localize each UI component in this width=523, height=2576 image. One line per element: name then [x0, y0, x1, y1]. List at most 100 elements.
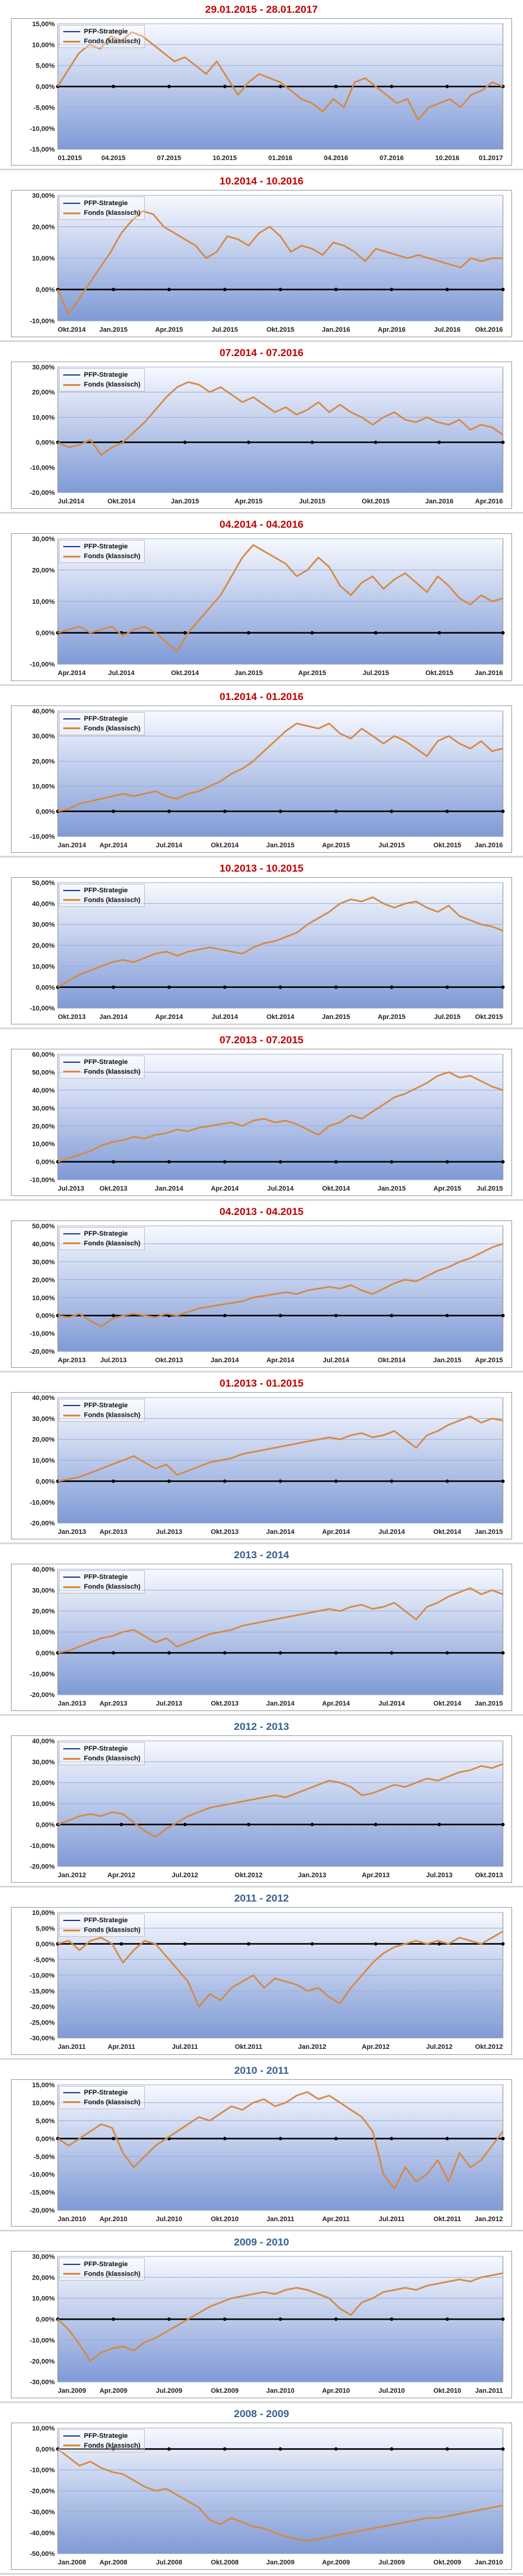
chart-frame: 15,00% 10,00% 5,00% 0,00% -5,00% -10,00% -15,0…	[11, 18, 512, 166]
panel-separator	[0, 1886, 523, 1888]
y-tick-label: 10,00%	[32, 1629, 55, 1636]
legend-label: PFP-Strategie	[84, 715, 128, 723]
x-tick-label: Okt.2014	[434, 1700, 462, 1707]
legend-swatch	[63, 31, 80, 32]
chart-frame: 10,00% 0,00% -10,00% -20,00% -30,00% -40,00% -…	[11, 2422, 512, 2570]
x-tick-label: Okt.2015	[266, 326, 294, 334]
x-tick-label: Okt.2014	[266, 1013, 295, 1021]
legend-swatch	[63, 1929, 80, 1931]
x-tick-label: Jan.2012	[58, 1872, 86, 1879]
x-tick-label: Jul.2009	[156, 2387, 182, 2395]
x-tick-label: Okt.2014	[378, 1357, 406, 1364]
chart-frame: 30,00% 20,00% 10,00% 0,00% -10,00% Apr.2014 Ju…	[11, 533, 512, 681]
chart-title: 01.2013 - 01.2015	[219, 1377, 303, 1389]
zero-line-marker	[167, 85, 171, 88]
x-tick-label: Jan.2016	[322, 326, 350, 334]
panel-separator	[0, 1714, 523, 1717]
legend-label: Fonds (klassisch)	[84, 1583, 140, 1591]
zero-line-marker	[334, 1479, 338, 1483]
zero-line-marker	[334, 2447, 338, 2451]
y-tick-label: 10,00%	[32, 2099, 55, 2107]
legend-entry: PFP-Strategie	[63, 1572, 140, 1582]
legend-label: Fonds (klassisch)	[84, 1927, 140, 1934]
legend-label: PFP-Strategie	[84, 1402, 128, 1409]
x-tick-label: 10.2016	[435, 155, 460, 162]
zero-line-marker	[223, 1160, 227, 1164]
legend-swatch	[63, 1586, 80, 1588]
legend-label: PFP-Strategie	[84, 2432, 128, 2440]
y-tick-label: -25,00%	[30, 2020, 55, 2027]
x-tick-label: 07.2015	[157, 155, 181, 162]
x-tick-label: Okt.2010	[211, 2216, 239, 2223]
y-tick-label: -15,00%	[30, 2189, 55, 2196]
y-tick-label: 10,00%	[32, 963, 55, 970]
plot-area	[57, 1054, 504, 1180]
y-tick-label: -50,00%	[30, 2550, 55, 2558]
x-tick-label: Okt.2011	[235, 2044, 262, 2051]
legend-label: Fonds (klassisch)	[84, 1068, 140, 1076]
legend-label: PFP-Strategie	[84, 1573, 128, 1581]
zero-line-marker	[223, 1479, 227, 1483]
line-chart: 40,00% 30,00% 20,00% 10,00% 0,00% -10,00% -20,…	[30, 1566, 505, 1707]
y-tick-label: -15,00%	[30, 146, 55, 153]
y-tick-label: -20,00%	[30, 489, 55, 497]
chart-title: 2008 - 2009	[234, 2407, 289, 2420]
y-tick-label: 30,00%	[32, 364, 55, 371]
zero-line-marker	[167, 1479, 171, 1483]
zero-line-marker	[183, 441, 187, 444]
y-tick-label: 0,00%	[36, 1650, 55, 1657]
panel-separator	[0, 1542, 523, 1545]
zero-line-marker	[111, 1651, 116, 1655]
x-tick-label: 10.2015	[213, 155, 237, 162]
x-tick-label: Jul.2015	[299, 498, 325, 505]
y-tick-label: 0,00%	[36, 83, 55, 91]
legend-swatch	[63, 889, 80, 891]
x-tick-label: Okt.2015	[425, 670, 453, 677]
x-tick-label: Okt.2014	[171, 670, 199, 677]
zero-line-marker	[390, 985, 393, 989]
x-tick-label: Jul.2013	[156, 1700, 182, 1707]
legend-label: PFP-Strategie	[84, 543, 128, 551]
x-tick-label: Jul.2009	[378, 2559, 404, 2566]
x-tick-label: Jul.2014	[267, 1185, 294, 1192]
panel-separator	[0, 2229, 523, 2231]
zero-line-marker	[501, 631, 505, 635]
legend-label: Fonds (klassisch)	[84, 209, 140, 217]
x-tick-label: Jan.2014	[266, 1528, 295, 1536]
y-tick-label: -10,00%	[30, 1671, 55, 1678]
series-line-fund	[57, 1587, 504, 1654]
series-line-fund	[57, 1243, 504, 1328]
zero-line-marker	[501, 1651, 505, 1655]
chart-panel: 01.2014 - 01.2016 40,00% 30,00% 20,00% 10,00…	[0, 687, 523, 859]
line-chart: 30,00%20,00%10,00%0,00%-10,00%-20,00%Jul…	[30, 364, 505, 505]
legend-label: PFP-Strategie	[84, 1230, 128, 1237]
zero-line-marker	[390, 2447, 393, 2451]
zero-line-marker	[246, 631, 251, 635]
x-tick-label: Okt.2010	[434, 2387, 462, 2395]
chart-title: 2009 - 2010	[234, 2236, 289, 2248]
y-tick-label: 50,00%	[32, 1069, 55, 1076]
zero-line-marker	[437, 441, 442, 444]
plot-area	[57, 710, 504, 837]
legend-label: Fonds (klassisch)	[84, 2441, 140, 2449]
line-chart: 40,00%30,00%20,00%10,00%0,00%-10,00%Jan.…	[30, 708, 505, 849]
legend-label: PFP-Strategie	[84, 2088, 128, 2096]
zero-line-marker	[310, 1942, 314, 1946]
legend-swatch	[63, 1414, 80, 1416]
series-line-fund	[57, 2448, 504, 2542]
x-tick-label: Okt.2015	[475, 1013, 503, 1021]
chart-panel: 2013 - 2014 40,00% 30,00% 20,00% 10,00% 0,00%…	[0, 1545, 523, 1717]
legend-entry: Fonds (klassisch)	[63, 895, 140, 905]
legend-swatch	[63, 1405, 80, 1406]
y-tick-label: -10,00%	[30, 1005, 55, 1012]
legend-entry: PFP-Strategie	[63, 2259, 140, 2269]
x-tick-label: Okt.2015	[434, 842, 462, 849]
y-tick-label: 0,00%	[36, 1822, 55, 1829]
zero-line-marker	[279, 2137, 282, 2140]
x-tick-label: Apr.2014	[58, 670, 86, 677]
legend-entry: PFP-Strategie	[63, 714, 140, 724]
x-tick-label: Apr.2015	[155, 326, 183, 334]
zero-line-marker	[279, 1314, 282, 1317]
x-tick-label: Jan.2009	[266, 2559, 294, 2566]
y-tick-label: -10,00%	[30, 833, 55, 841]
